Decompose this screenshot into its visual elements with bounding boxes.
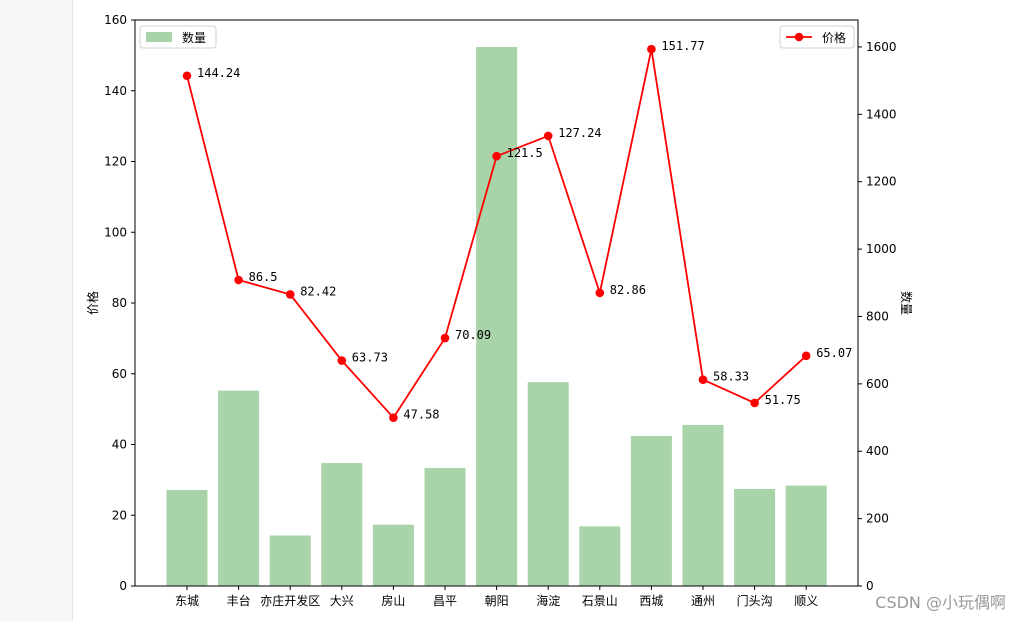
price-data-label: 70.09 <box>455 328 491 342</box>
legend-right: 价格 <box>779 25 855 49</box>
bar-房山 <box>372 524 414 586</box>
right-tick-label: 400 <box>866 444 889 458</box>
bar-海淀 <box>527 382 569 586</box>
x-tick-label: 朝阳 <box>485 594 509 608</box>
price-point-顺义 <box>801 351 811 361</box>
left-tick-label: 120 <box>104 155 127 169</box>
price-point-海淀 <box>543 131 553 141</box>
legend-right-box <box>779 25 855 49</box>
price-point-东城 <box>182 71 192 81</box>
right-axis-label: 数量 <box>899 291 914 315</box>
x-tick-label: 昌平 <box>433 594 457 608</box>
x-tick-label: 石景山 <box>582 594 618 608</box>
right-tick-label: 0 <box>866 579 874 593</box>
x-tick-label: 东城 <box>175 594 199 608</box>
legend-right-marker <box>794 32 804 42</box>
right-tick-label: 1200 <box>866 175 897 189</box>
bar-昌平 <box>424 468 466 586</box>
price-data-label: 151.77 <box>661 39 704 53</box>
bar-门头沟 <box>734 488 776 586</box>
price-point-朝阳 <box>492 151 501 161</box>
bar-大兴 <box>321 463 363 586</box>
price-point-丰台 <box>234 275 243 285</box>
left-tick-label: 0 <box>119 579 127 593</box>
legend-left-swatch <box>146 32 172 42</box>
left-tick-label: 160 <box>104 13 127 27</box>
x-tick-label: 大兴 <box>330 594 354 608</box>
left-tick-label: 40 <box>112 438 127 452</box>
price-point-通州 <box>698 375 708 384</box>
x-tick-label: 西城 <box>639 594 663 608</box>
price-data-label: 63.73 <box>352 351 388 365</box>
left-axis-label: 价格 <box>85 291 100 315</box>
x-tick-label: 门头沟 <box>737 593 773 608</box>
price-data-label: 82.42 <box>300 284 336 298</box>
legend-left-label: 数量 <box>182 30 206 45</box>
price-data-label: 58.33 <box>713 370 749 384</box>
price-point-大兴 <box>337 356 347 365</box>
price-data-label: 86.5 <box>249 270 278 284</box>
legend-left: 数量 <box>139 25 217 49</box>
price-data-label: 144.24 <box>197 66 240 80</box>
x-tick-label: 亦庄开发区 <box>260 593 320 608</box>
legend-left-box <box>139 25 217 49</box>
bar-通州 <box>682 424 724 586</box>
price-data-label: 82.86 <box>610 283 646 297</box>
price-data-label: 51.75 <box>765 393 801 407</box>
bar-东城 <box>166 489 208 586</box>
left-gutter <box>0 0 73 621</box>
price-data-label: 121.5 <box>507 146 543 160</box>
left-tick-label: 80 <box>112 296 127 310</box>
right-tick-label: 1400 <box>866 107 897 121</box>
bar-顺义 <box>785 485 827 586</box>
x-tick-label: 通州 <box>691 594 715 608</box>
left-tick-label: 140 <box>104 84 127 98</box>
bar-亦庄开发区 <box>269 535 311 586</box>
left-tick-label: 60 <box>112 367 127 381</box>
bar-西城 <box>630 436 672 586</box>
legend-right-label: 价格 <box>822 30 846 45</box>
price-point-房山 <box>389 413 398 422</box>
x-tick-label: 顺义 <box>794 594 818 608</box>
left-tick-label: 100 <box>104 225 127 239</box>
price-data-label: 127.24 <box>558 126 601 140</box>
right-tick-label: 800 <box>866 309 889 323</box>
right-tick-label: 1600 <box>866 40 897 54</box>
right-tick-label: 1000 <box>866 242 897 256</box>
price-point-门头沟 <box>750 398 759 408</box>
price-data-label: 65.07 <box>816 346 852 360</box>
bar-丰台 <box>218 390 260 586</box>
right-tick-label: 200 <box>866 512 889 526</box>
price-data-label: 47.58 <box>403 408 439 422</box>
x-tick-label: 海淀 <box>536 593 560 608</box>
x-tick-label: 房山 <box>381 593 405 608</box>
price-point-亦庄开发区 <box>285 290 295 299</box>
price-point-石景山 <box>595 288 605 298</box>
left-tick-label: 20 <box>112 508 127 522</box>
x-tick-label: 丰台 <box>227 593 251 608</box>
bar-朝阳 <box>476 46 518 586</box>
price-point-西城 <box>647 44 656 54</box>
price-point-昌平 <box>440 333 450 343</box>
watermark: CSDN @小玩偶啊 <box>875 593 1006 612</box>
right-tick-label: 600 <box>866 377 889 391</box>
bar-石景山 <box>579 526 621 586</box>
